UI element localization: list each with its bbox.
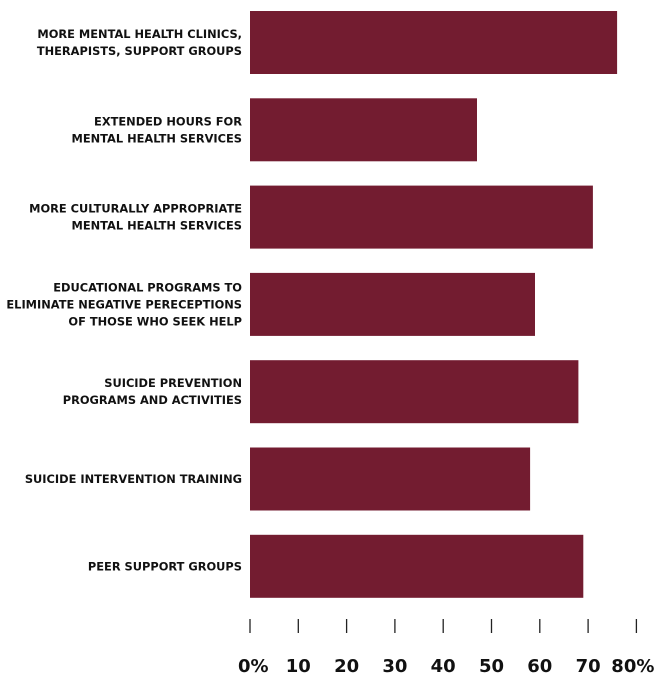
x-tick-label-2: 20 bbox=[334, 656, 359, 675]
category-label-2: MORE CULTURALLY APPROPRIATE MENTAL HEALTH… bbox=[29, 202, 242, 233]
category-label-3: EDUCATIONAL PROGRAMS TO ELIMINATE NEGATIV… bbox=[6, 280, 242, 328]
category-label-0: MORE MENTAL HEALTH CLINICS, THERAPISTS, S… bbox=[37, 27, 242, 58]
x-tick-label-6: 60 bbox=[527, 656, 552, 675]
category-label-1: EXTENDED HOURS FOR MENTAL HEALTH SERVICES bbox=[72, 114, 243, 145]
bar-3 bbox=[250, 272, 535, 336]
x-tick-label-1: 10 bbox=[286, 656, 311, 675]
x-tick-label-0: 0% bbox=[238, 656, 269, 675]
x-tick-label-8: 80% bbox=[611, 656, 654, 675]
category-label-5: SUICIDE INTERVENTION TRAINING bbox=[25, 472, 242, 486]
x-tick-label-3: 30 bbox=[382, 656, 407, 675]
bar-4 bbox=[250, 360, 579, 424]
bar-0 bbox=[250, 11, 618, 74]
bar-5 bbox=[250, 447, 531, 511]
x-tick-label-7: 70 bbox=[576, 656, 601, 675]
bar-6 bbox=[250, 534, 584, 598]
x-tick-label-5: 50 bbox=[479, 656, 504, 675]
category-label-4: SUICIDE PREVENTION PROGRAMS AND ACTIVITIE… bbox=[63, 376, 242, 407]
bar-1 bbox=[250, 98, 477, 162]
bar-2 bbox=[250, 185, 593, 249]
category-label-6: PEER SUPPORT GROUPS bbox=[88, 559, 242, 573]
x-tick-label-4: 40 bbox=[431, 656, 456, 675]
